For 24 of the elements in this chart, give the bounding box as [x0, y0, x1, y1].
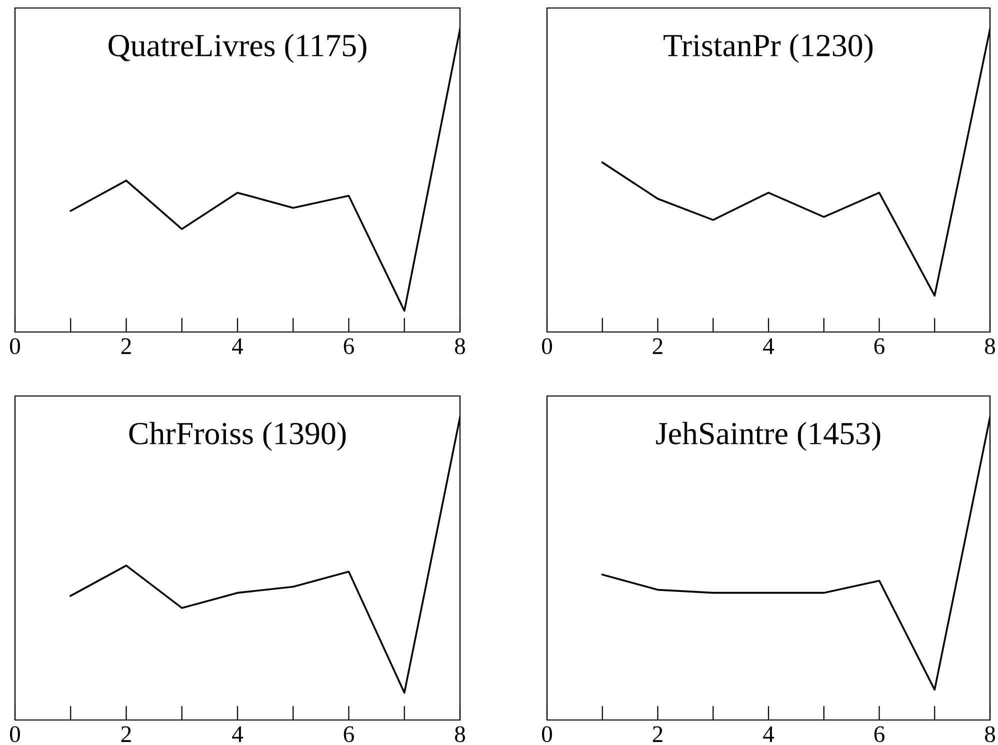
chart-title: JehSaintre (1453) — [656, 422, 880, 451]
x-tick-label: 0 — [10, 726, 20, 742]
x-tick-label: 0 — [542, 338, 552, 354]
x-tick-label: 0 — [10, 338, 20, 354]
x-tick-label: 4 — [232, 338, 244, 354]
x-tick-label: 2 — [121, 338, 131, 354]
x-tick-label: 6 — [874, 726, 884, 742]
chart-title: ChrFroiss (1390) — [129, 422, 346, 451]
x-tick-label: 4 — [763, 726, 774, 742]
x-tick-label: 8 — [454, 338, 466, 354]
x-tick-label: 4 — [763, 338, 774, 354]
x-tick-label: 0 — [542, 726, 552, 742]
x-tick-label: 2 — [652, 338, 662, 354]
x-tick-label: 6 — [874, 338, 884, 354]
x-tick-label: 2 — [652, 726, 662, 742]
x-tick-label: 6 — [344, 338, 354, 354]
chart-title: TristanPr (1230) — [664, 34, 873, 63]
chart-title: QuatreLivres (1175) — [108, 34, 366, 63]
x-tick-label: 4 — [232, 726, 244, 742]
x-tick-label: 6 — [344, 726, 354, 742]
x-tick-label: 8 — [454, 726, 466, 742]
x-tick-label: 8 — [984, 726, 996, 742]
x-tick-label: 2 — [121, 726, 131, 742]
x-tick-label: 8 — [984, 338, 996, 354]
